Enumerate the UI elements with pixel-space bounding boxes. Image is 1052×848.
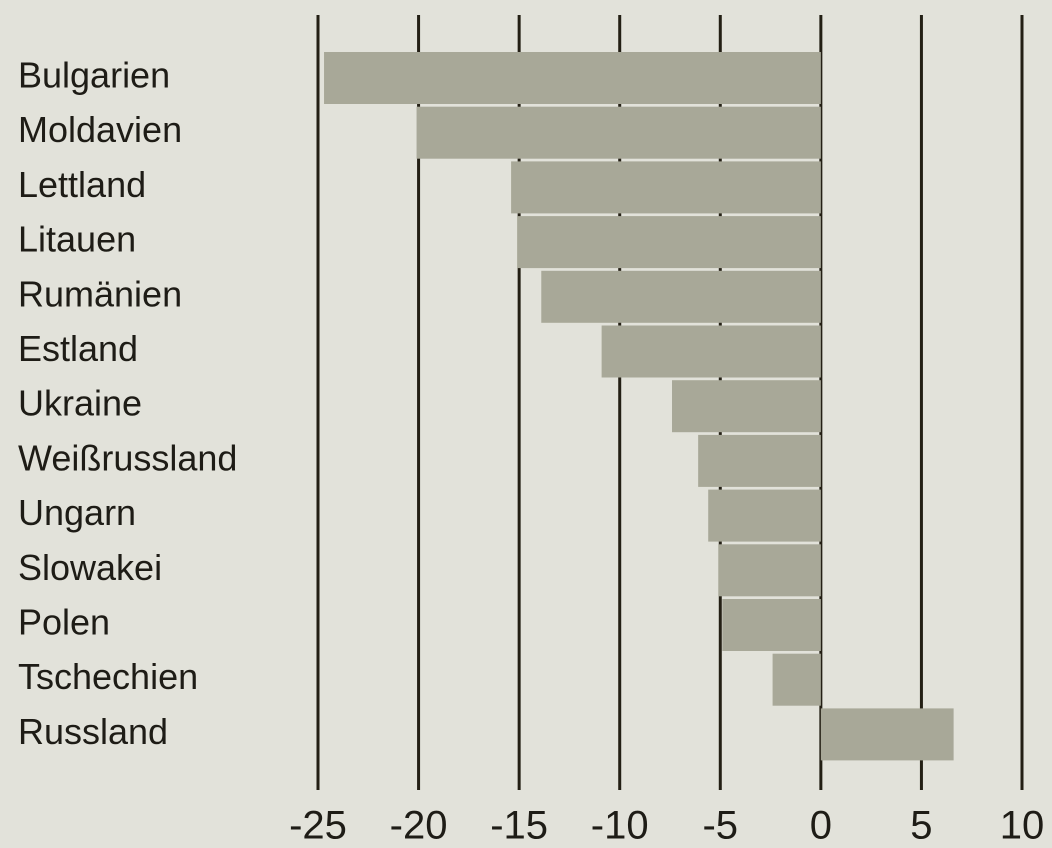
bar — [820, 708, 954, 761]
bar — [511, 161, 821, 214]
x-tick-label: -20 — [390, 804, 448, 848]
y-tick-label: Weißrussland — [18, 437, 237, 478]
y-tick-label: Litauen — [18, 219, 136, 260]
bar — [698, 434, 821, 487]
y-tick-label: Polen — [18, 602, 110, 643]
bar — [708, 489, 821, 542]
x-tick-label: 0 — [810, 804, 832, 848]
bar — [601, 325, 821, 378]
y-tick-label: Ungarn — [18, 492, 136, 533]
x-tick-label: -10 — [591, 804, 649, 848]
y-tick-label: Russland — [18, 711, 168, 752]
y-tick-label: Lettland — [18, 164, 146, 205]
y-tick-label: Ukraine — [18, 383, 142, 424]
y-tick-label: Rumänien — [18, 273, 182, 314]
bar — [541, 270, 821, 323]
x-tick-label: 10 — [1000, 804, 1045, 848]
bar — [672, 380, 821, 433]
x-tick-label: -15 — [490, 804, 548, 848]
x-tick-label: 5 — [910, 804, 932, 848]
bar — [722, 599, 821, 651]
y-tick-label: Estland — [18, 328, 138, 369]
bar — [517, 216, 821, 269]
y-tick-label: Moldavien — [18, 109, 182, 150]
bar — [416, 106, 821, 159]
bar — [772, 653, 821, 706]
x-tick-label: -25 — [289, 804, 347, 848]
y-tick-label: Tschechien — [18, 656, 198, 697]
y-tick-label: Slowakei — [18, 547, 162, 588]
bar — [324, 52, 821, 104]
x-tick-label: -5 — [702, 804, 738, 848]
y-tick-label: Bulgarien — [18, 55, 170, 96]
bar — [718, 544, 821, 597]
